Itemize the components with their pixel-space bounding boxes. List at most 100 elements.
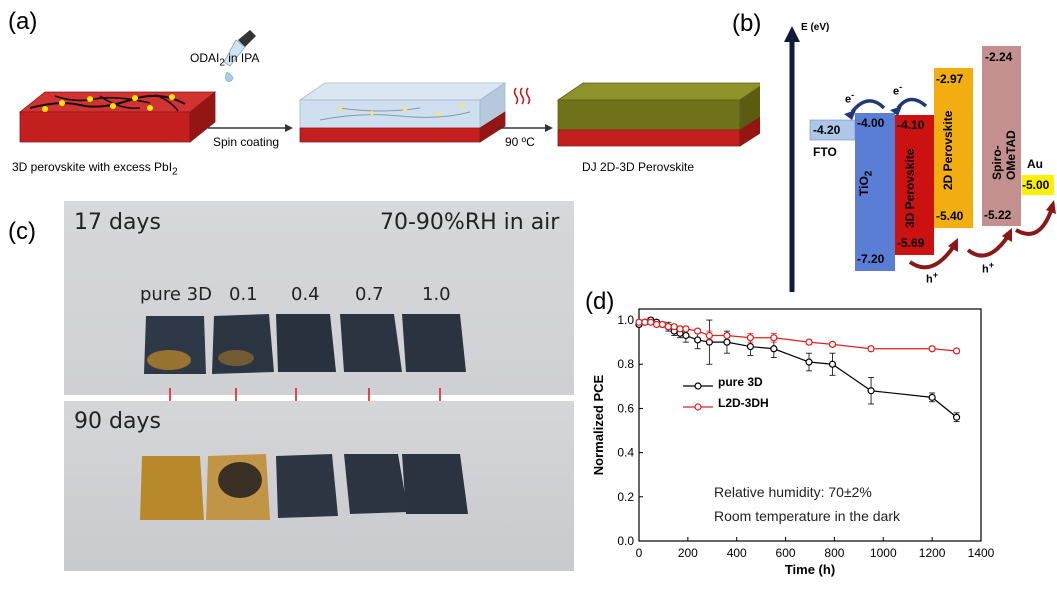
hole-label-1: h+	[926, 270, 939, 286]
data-point	[828, 360, 837, 368]
caption-dj-perovskite: DJ 2D-3D Perovskite	[582, 160, 695, 174]
legend-pure-3d: pure 3D	[718, 375, 763, 389]
spiro-name: Spiro-OMeTAD	[990, 130, 1018, 180]
panel-b-label: (b)	[732, 10, 762, 37]
tio2-top-value: -4.00	[857, 116, 885, 130]
level-au	[1022, 175, 1054, 195]
hole-arrow-2	[966, 234, 1010, 258]
y-tick-label: 0.4	[617, 446, 634, 460]
hole-label-2: h+	[982, 260, 995, 276]
electron-label-2: e-	[893, 82, 903, 98]
label-humidity: 70-90%RH in air	[380, 210, 560, 235]
sample-label-0-4: 0.4	[291, 284, 320, 305]
data-point	[770, 345, 778, 353]
data-point	[952, 347, 961, 355]
film-0-4-90d	[276, 454, 338, 518]
x-tick-label: 1400	[968, 546, 995, 560]
sample-label-0-7: 0.7	[355, 284, 384, 305]
film-0-1-90d	[206, 454, 270, 520]
sample-label-1-0: 1.0	[422, 284, 451, 305]
legend-marker-1	[694, 403, 702, 411]
perovskite-2d-name: 2D Perovskite	[941, 110, 955, 190]
spiro-bottom-value: -5.22	[984, 208, 1012, 222]
data-point	[952, 413, 961, 421]
x-tick-label: 1000	[870, 546, 897, 560]
panel-c-label: (c)	[8, 218, 36, 245]
data-point	[867, 387, 875, 395]
reagent-name: ODAI	[190, 51, 220, 65]
pipette-icon	[223, 30, 256, 82]
data-point	[664, 323, 672, 331]
data-point	[746, 334, 754, 342]
level-tio2	[855, 113, 895, 271]
perovskite-3d-bottom-value: -5.69	[897, 236, 925, 250]
y-tick-label: 0.2	[617, 490, 634, 504]
data-point	[694, 336, 702, 344]
caption-left-subscript: 2	[172, 166, 178, 178]
data-point	[723, 331, 731, 340]
film-1-0-17d	[402, 314, 466, 372]
hole-arrow-3	[1014, 207, 1054, 236]
annotation-humidity: Relative humidity: 70±2%	[714, 484, 872, 500]
label-17-days: 17 days	[74, 210, 161, 235]
hole-arrow-1	[908, 244, 956, 270]
x-axis-label: Time (h)	[785, 562, 835, 577]
x-tick-label: 600	[776, 546, 796, 560]
panel-a-label: (a)	[8, 8, 38, 35]
label-90-days: 90 days	[74, 409, 161, 434]
step-annealing: 90 ºC	[505, 135, 535, 149]
tio2-name: TiO2	[857, 170, 875, 196]
x-tick-label: 400	[727, 546, 747, 560]
perovskite-2d-bottom-value: -5.40	[936, 209, 964, 223]
data-point	[805, 338, 813, 346]
y-tick-label: 0.8	[617, 357, 634, 371]
film-1-0-90d	[402, 454, 468, 514]
data-point	[635, 318, 643, 326]
data-point	[682, 331, 690, 340]
film-pure-3d-90d	[140, 456, 204, 520]
plot-frame	[638, 308, 982, 542]
step-spin-coating: Spin coating	[213, 135, 280, 149]
perovskite-3d-name: 3D Perovskite	[903, 148, 917, 228]
electron-arrow-1	[850, 99, 886, 114]
panel-a-schematic	[18, 30, 760, 147]
films-17-days	[144, 314, 466, 374]
data-point	[723, 338, 731, 346]
data-point	[647, 318, 655, 326]
film-0-4-17d	[276, 314, 336, 372]
caption-left-text: 3D perovskite with excess PbI	[12, 160, 173, 174]
y-tick-label: 0.0	[617, 534, 634, 548]
panel-d-label: (d)	[585, 288, 615, 315]
level-spiro-ometad	[982, 46, 1021, 226]
reagent-suffix: in IPA	[224, 51, 260, 65]
data-point	[867, 345, 875, 353]
film-0-1-17d	[212, 314, 274, 374]
reagent-subscript: 2	[219, 57, 225, 69]
slab-2d-3d-perovskite	[556, 82, 760, 147]
legend-l2d-3dh: L2D-3DH	[718, 396, 769, 410]
data-point	[928, 393, 936, 401]
slab-3d-perovskite	[18, 91, 217, 143]
data-point	[705, 331, 713, 340]
data-point	[658, 320, 667, 329]
heat-icon	[513, 87, 531, 105]
data-point	[828, 340, 837, 348]
au-value: -5.00	[1022, 178, 1050, 192]
y-axis-label: Normalized PCE	[591, 374, 606, 475]
data-point	[652, 320, 661, 329]
legend-marker-0	[694, 382, 702, 390]
y-tick-label: 1.0	[617, 313, 634, 327]
data-point	[770, 334, 778, 342]
slab-coated	[298, 82, 507, 143]
level-2d-perovskite	[934, 68, 973, 228]
y-tick-label: 0.6	[617, 401, 634, 415]
perovskite-2d-top-value: -2.97	[936, 72, 964, 86]
electron-label-1: e-	[845, 90, 855, 106]
reagent-label: ODAI2 in IPA	[190, 51, 259, 68]
au-name: Au	[1027, 157, 1043, 171]
data-point	[694, 327, 702, 335]
energy-axis-label: E (eV)	[801, 22, 830, 33]
data-point	[805, 358, 813, 366]
energy-level-diagram	[784, 26, 1056, 292]
electron-arrow-2	[896, 97, 928, 110]
